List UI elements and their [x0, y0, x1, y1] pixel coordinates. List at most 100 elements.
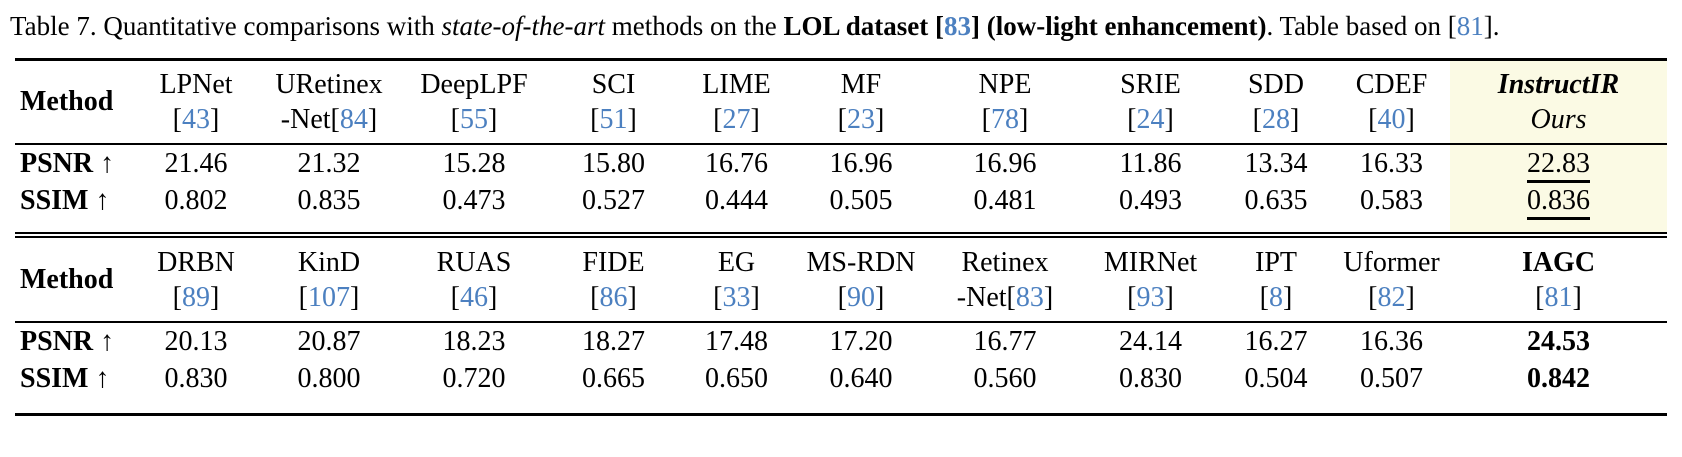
psnr-value: 21.32: [297, 148, 361, 179]
citation-link[interactable]: 78: [991, 104, 1019, 135]
method-name: Uformer: [1343, 247, 1440, 278]
method-name: MF: [840, 69, 882, 100]
ssim-value: 0.830: [164, 363, 228, 394]
double-rule-separator: [15, 232, 1667, 238]
method-header-uretinex: URetinex -Net[84]: [258, 59, 400, 145]
ssim-value: 0.835: [297, 185, 361, 216]
method-name: SDD: [1247, 69, 1304, 100]
method-name-ours: InstructIR: [1497, 69, 1620, 100]
ssim-value-ours: 0.836: [1450, 182, 1667, 233]
ssim-row-2: SSIM ↑ 0.830 0.800 0.720 0.665 0.650 0.64…: [15, 360, 1667, 415]
method-citation: [86]: [590, 282, 637, 313]
method-citation: [43]: [172, 104, 220, 135]
method-header-ruas: RUAS [46]: [400, 237, 548, 323]
citation-link[interactable]: 28: [1262, 104, 1290, 135]
caption-text: . Table based on [: [1266, 11, 1457, 41]
double-rule: [15, 232, 1667, 238]
citation-link[interactable]: 8: [1269, 282, 1283, 313]
ssim-value-best: 0.842: [1527, 363, 1590, 394]
ssim-value: 0.800: [297, 363, 361, 394]
ssim-value: 0.507: [1360, 363, 1423, 394]
method-citation: [81]: [1535, 282, 1582, 313]
method-citation: [24]: [1127, 104, 1174, 135]
method-citation: [82]: [1368, 282, 1415, 313]
citation-link[interactable]: 82: [1377, 282, 1406, 313]
method-header-ipt: IPT [8]: [1219, 237, 1333, 323]
citation-link[interactable]: 93: [1136, 282, 1165, 313]
method-name: LPNet: [159, 69, 233, 100]
method-citation: [23]: [837, 104, 885, 135]
method-name: KinD: [297, 247, 361, 278]
method-header-cdef: CDEF [40]: [1333, 59, 1450, 145]
method-column-label: Method: [15, 59, 134, 145]
caption-text: Table 7. Quantitative comparisons with: [10, 11, 442, 41]
method-header-kind: KinD [107]: [258, 237, 400, 323]
citation-link[interactable]: 83: [1015, 282, 1044, 313]
caption-italic-phrase: state-of-the-art: [441, 11, 605, 41]
method-citation: [27]: [713, 104, 760, 135]
method-name: Retinex: [961, 247, 1049, 278]
citation-link[interactable]: 89: [182, 282, 210, 313]
ssim-value: 0.665: [582, 363, 645, 394]
ssim-value: 0.635: [1244, 185, 1308, 216]
ssim-value: 0.473: [442, 185, 506, 216]
method-header-srie: SRIE [24]: [1082, 59, 1219, 145]
ssim-row-1: SSIM ↑ 0.802 0.835 0.473 0.527 0.444 0.50…: [15, 182, 1667, 233]
method-name: MIRNet: [1103, 247, 1198, 278]
citation-link[interactable]: 107: [308, 282, 350, 313]
header-row-2: Method DRBN [89] KinD [107] RUAS [46] FI…: [15, 237, 1667, 323]
ssim-value: 0.444: [705, 185, 768, 216]
citation-link[interactable]: 51: [599, 104, 628, 135]
citation-link-81[interactable]: 81: [1456, 11, 1484, 41]
psnr-value: 20.87: [297, 326, 361, 357]
citation-link[interactable]: 81: [1544, 282, 1573, 313]
ssim-value: 0.504: [1244, 363, 1308, 394]
method-citation: [28]: [1252, 104, 1300, 135]
citation-link[interactable]: 90: [847, 282, 875, 313]
method-citation: [8]: [1259, 282, 1293, 313]
up-arrow: ↑: [95, 185, 110, 216]
method-header-fide: FIDE [86]: [548, 237, 679, 323]
citation-link-83[interactable]: 83: [943, 11, 971, 41]
row-label-ssim: SSIM ↑: [20, 185, 110, 216]
psnr-value: 20.13: [164, 326, 228, 357]
citation-link[interactable]: 24: [1136, 104, 1165, 135]
psnr-value: 16.96: [829, 148, 893, 179]
method-citation: [93]: [1127, 282, 1174, 313]
citation-link[interactable]: 40: [1377, 104, 1406, 135]
psnr-value-best: 24.53: [1527, 326, 1590, 357]
method-citation: -Net[83]: [956, 282, 1054, 313]
method-citation: [78]: [981, 104, 1029, 135]
citation-link[interactable]: 27: [722, 104, 751, 135]
citation-link[interactable]: 55: [460, 104, 488, 135]
ssim-value: 0.650: [705, 363, 768, 394]
method-name: NPE: [978, 69, 1032, 100]
citation-link[interactable]: 43: [182, 104, 210, 135]
citation-link[interactable]: 86: [599, 282, 628, 313]
psnr-row-1: PSNR ↑ 21.46 21.32 15.28 15.80 16.76 16.9…: [15, 144, 1667, 183]
row-label-ssim: SSIM ↑: [20, 363, 110, 394]
method-name: EG: [717, 247, 756, 278]
psnr-value: 11.86: [1119, 148, 1182, 179]
method-header-eg: EG [33]: [679, 237, 794, 323]
psnr-value: 16.96: [973, 148, 1037, 179]
psnr-value: 13.34: [1244, 148, 1308, 179]
psnr-value: 24.14: [1119, 326, 1182, 357]
method-header-sci: SCI [51]: [548, 59, 679, 145]
ssim-value: 0.802: [164, 185, 228, 216]
citation-link[interactable]: 84: [339, 104, 368, 135]
method-name: DRBN: [157, 247, 235, 278]
ssim-value: 0.493: [1119, 185, 1182, 216]
method-header-drbn: DRBN [89]: [134, 237, 258, 323]
method-header-npe: NPE [78]: [928, 59, 1082, 145]
header-row-1: Method LPNet [43] URetinex -Net[84] Deep…: [15, 59, 1667, 145]
citation-link[interactable]: 33: [722, 282, 751, 313]
citation-link[interactable]: 23: [847, 104, 875, 135]
psnr-value: 15.28: [442, 148, 506, 179]
method-name: IAGC: [1521, 247, 1596, 278]
citation-link[interactable]: 46: [460, 282, 488, 313]
ours-label: Ours: [1530, 104, 1587, 135]
method-name: MS-RDN: [806, 247, 916, 278]
method-header-instructir: InstructIR Ours: [1450, 59, 1667, 145]
method-header-iagc: IAGC [81]: [1450, 237, 1667, 323]
